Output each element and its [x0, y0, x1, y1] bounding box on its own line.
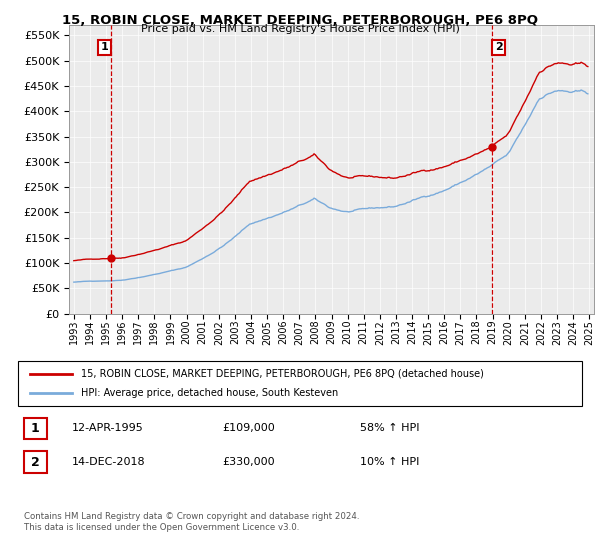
Text: HPI: Average price, detached house, South Kesteven: HPI: Average price, detached house, Sout… [81, 389, 338, 399]
Text: 2: 2 [31, 455, 40, 469]
Text: £109,000: £109,000 [222, 423, 275, 433]
Text: 1: 1 [101, 43, 109, 53]
Text: Price paid vs. HM Land Registry's House Price Index (HPI): Price paid vs. HM Land Registry's House … [140, 24, 460, 34]
Text: £330,000: £330,000 [222, 457, 275, 467]
Text: 10% ↑ HPI: 10% ↑ HPI [360, 457, 419, 467]
Text: 15, ROBIN CLOSE, MARKET DEEPING, PETERBOROUGH, PE6 8PQ (detached house): 15, ROBIN CLOSE, MARKET DEEPING, PETERBO… [81, 368, 484, 379]
Text: 15, ROBIN CLOSE, MARKET DEEPING, PETERBOROUGH, PE6 8PQ: 15, ROBIN CLOSE, MARKET DEEPING, PETERBO… [62, 14, 538, 27]
Text: 2: 2 [495, 43, 503, 53]
Text: Contains HM Land Registry data © Crown copyright and database right 2024.
This d: Contains HM Land Registry data © Crown c… [24, 512, 359, 532]
Text: 12-APR-1995: 12-APR-1995 [72, 423, 144, 433]
Text: 1: 1 [31, 422, 40, 435]
Text: 58% ↑ HPI: 58% ↑ HPI [360, 423, 419, 433]
Text: 14-DEC-2018: 14-DEC-2018 [72, 457, 146, 467]
